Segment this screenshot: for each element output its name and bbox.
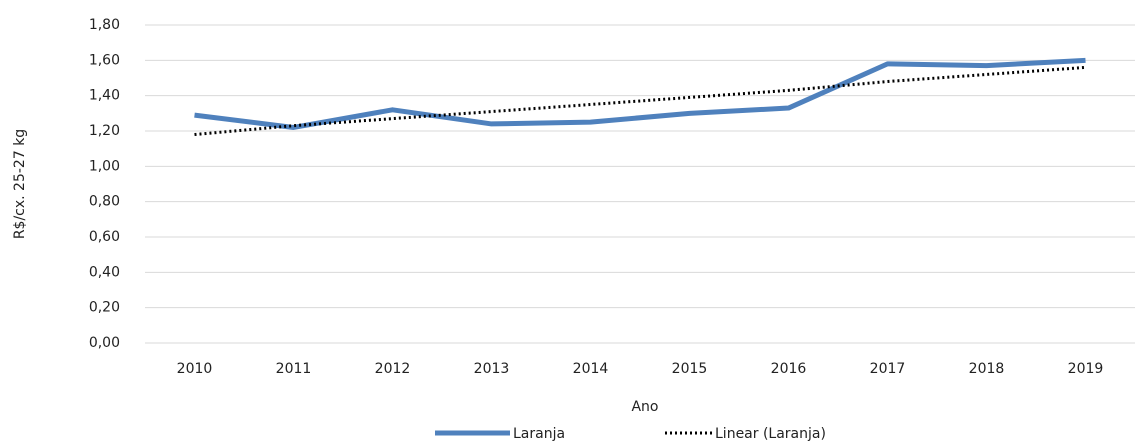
y-tick-label: 0,40 <box>89 264 120 280</box>
legend-label: Linear (Laranja) <box>715 426 826 442</box>
y-tick-label: 0,00 <box>89 335 120 351</box>
x-tick-label: 2019 <box>1068 361 1104 377</box>
x-tick-label: 2013 <box>474 361 510 377</box>
x-tick-label: 2016 <box>771 361 807 377</box>
y-tick-label: 1,40 <box>89 88 120 104</box>
series-line <box>194 57 1086 130</box>
y-tick-label: 0,20 <box>89 300 120 316</box>
y-tick-label: 1,80 <box>89 17 120 33</box>
y-tick-label: 1,20 <box>89 123 120 139</box>
x-tick-label: 2015 <box>672 361 708 377</box>
x-tick-label: 2012 <box>375 361 411 377</box>
legend-label: Laranja <box>513 426 565 442</box>
x-tick-label: 2011 <box>276 361 312 377</box>
x-tick-label: 2018 <box>969 361 1005 377</box>
y-tick-label: 0,60 <box>89 229 120 245</box>
x-tick-label: 2017 <box>870 361 906 377</box>
series-line <box>194 65 1086 137</box>
y-tick-label: 1,00 <box>89 158 120 174</box>
x-tick-label: 2010 <box>177 361 213 377</box>
x-tick-label: 2014 <box>573 361 609 377</box>
y-tick-label: 1,60 <box>89 52 120 68</box>
x-axis-label: Ano <box>631 399 658 415</box>
y-tick-label: 0,80 <box>89 194 120 210</box>
y-axis-label: R$/cx. 25-27 kg <box>12 129 28 239</box>
